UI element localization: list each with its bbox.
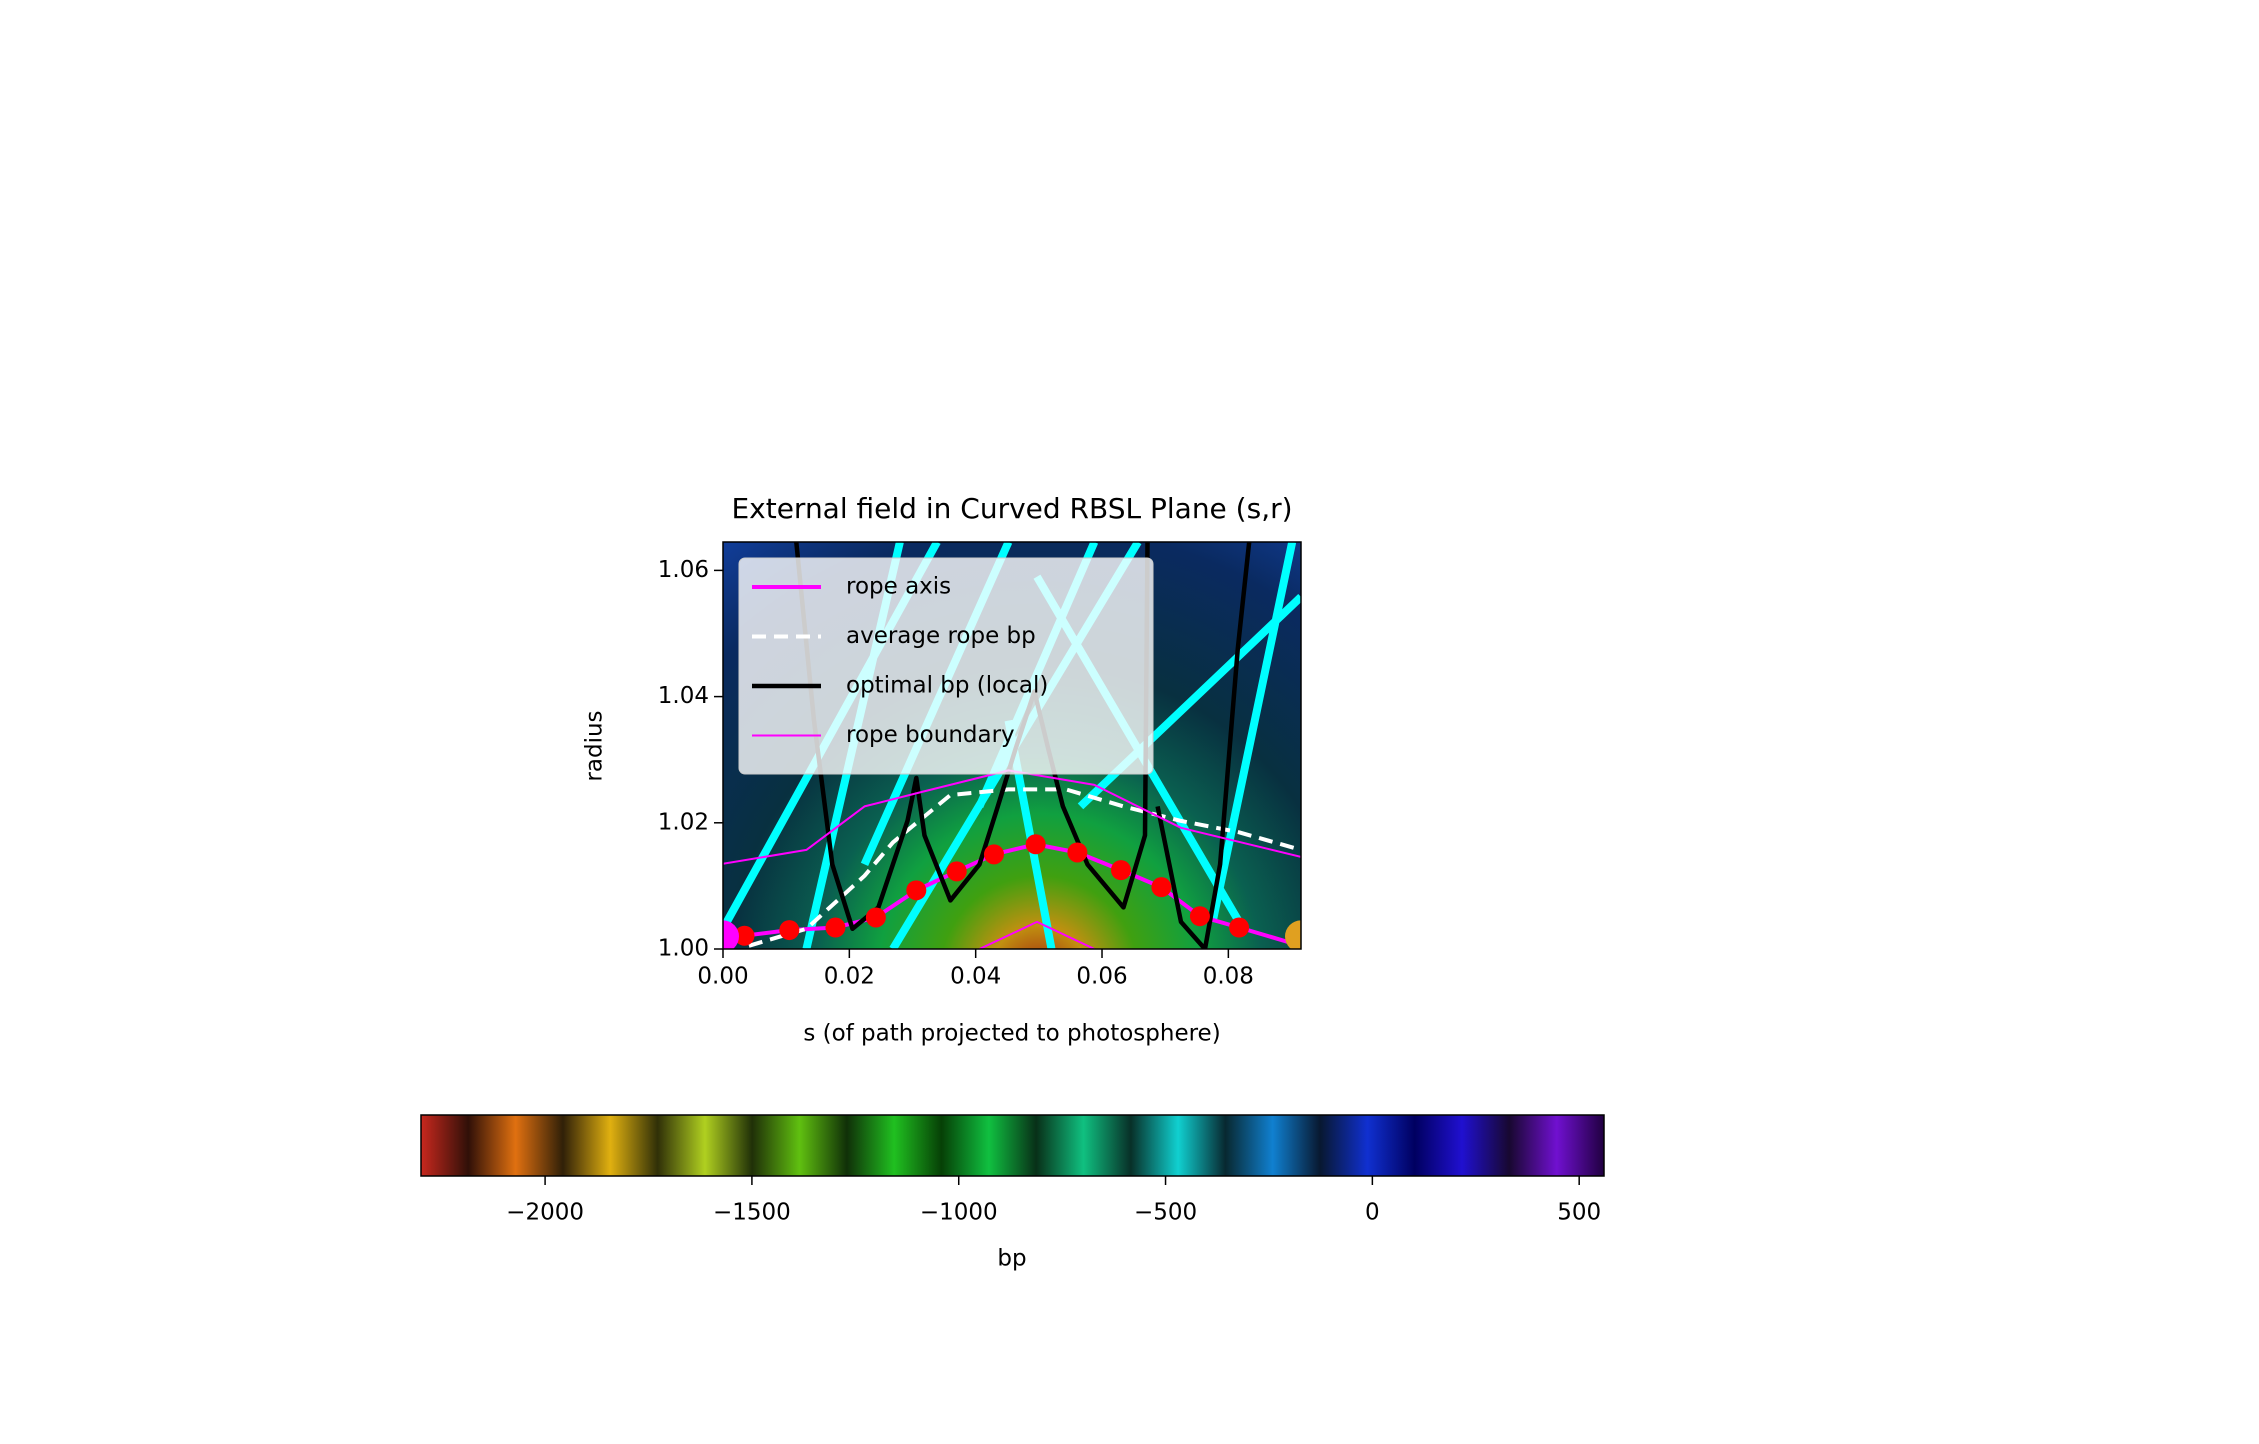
colorbar-label: bp: [997, 1246, 1026, 1272]
y-tick-label: 1.00: [658, 936, 709, 962]
marker: [1110, 860, 1131, 881]
y-tick-label: 1.02: [658, 809, 709, 835]
marker: [1285, 920, 1301, 949]
legend-label: rope axis: [846, 574, 951, 600]
chart-title: External field in Curved RBSL Plane (s,r…: [731, 492, 1292, 525]
series-line: [723, 769, 1301, 949]
series-line: [794, 542, 1252, 949]
colorbar-tick-label: −1000: [920, 1200, 998, 1226]
colorbar-tick-label: 0: [1365, 1200, 1380, 1226]
marker: [734, 925, 755, 946]
legend-label: average rope bp: [846, 623, 1036, 649]
x-tick-label: 0.08: [1203, 964, 1254, 990]
x-tick-label: 0.02: [824, 964, 875, 990]
marker: [1067, 842, 1088, 863]
y-tick-label: 1.04: [658, 683, 709, 709]
x-axis-label: s (of path projected to photosphere): [803, 1021, 1220, 1047]
colorbar-tick-label: −1500: [713, 1200, 791, 1226]
legend-label: optimal bp (local): [846, 673, 1048, 699]
colorbar-tick-label: 500: [1557, 1200, 1601, 1226]
marker: [825, 917, 846, 938]
marker: [946, 861, 967, 882]
y-axis-label: radius: [582, 710, 608, 781]
colorbar-tick-label: −2000: [506, 1200, 584, 1226]
marker: [1151, 877, 1172, 898]
marker: [983, 844, 1004, 865]
marker: [906, 880, 927, 901]
marker: [865, 907, 886, 928]
legend-box: [738, 557, 1154, 775]
colorbar: [420, 1114, 1605, 1177]
marker: [1189, 906, 1210, 927]
colorbar-tick-label: −500: [1134, 1200, 1197, 1226]
marker: [779, 920, 800, 941]
marker: [1025, 834, 1046, 855]
axes-frame: [722, 541, 1302, 950]
x-tick-label: 0.06: [1076, 964, 1127, 990]
y-tick-label: 1.06: [658, 557, 709, 583]
series-line: [748, 787, 1301, 948]
x-tick-label: 0.00: [697, 964, 748, 990]
x-tick-label: 0.04: [950, 964, 1001, 990]
legend-label: rope boundary: [846, 722, 1015, 748]
marker: [723, 920, 739, 949]
marker: [1229, 917, 1250, 938]
